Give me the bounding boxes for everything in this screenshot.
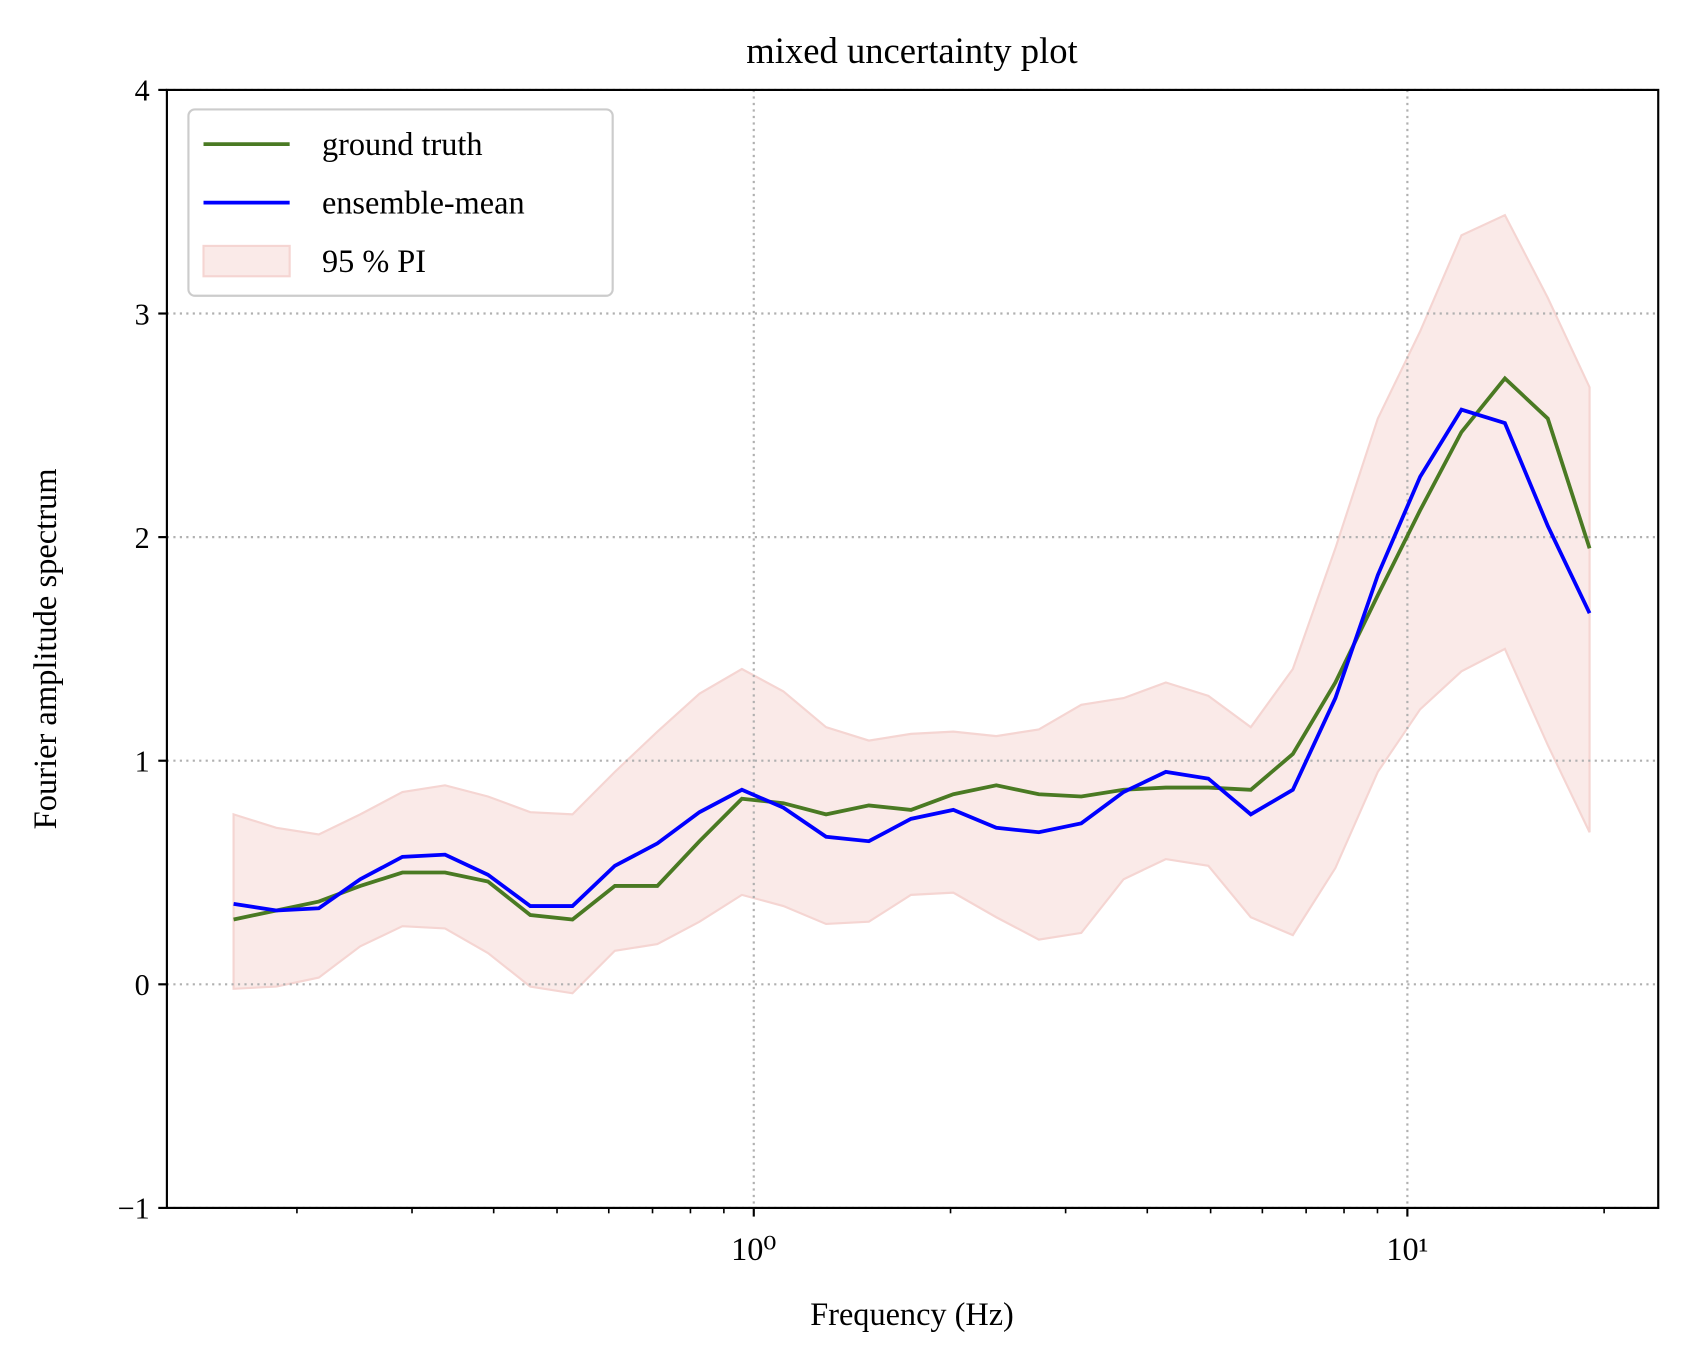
legend-label: 95 % PI — [322, 244, 426, 280]
legend-label: ground truth — [322, 127, 483, 163]
chart-title: mixed uncertainty plot — [746, 30, 1077, 71]
y-tick-label: 0 — [135, 968, 150, 1002]
y-tick-label: 2 — [135, 521, 150, 555]
x-tick-label: 10¹ — [1386, 1232, 1428, 1268]
legend-label: ensemble-mean — [322, 185, 525, 221]
legend: ground truth ensemble-mean 95 % PI — [187, 108, 614, 297]
legend-box — [187, 108, 614, 297]
y-axis-label: Fourier amplitude spectrum — [28, 468, 64, 829]
y-tick-label: 1 — [135, 744, 150, 778]
series-line — [233, 375, 1592, 922]
y-tick-label: 4 — [135, 74, 150, 108]
y-tick-label: −1 — [118, 1192, 150, 1226]
y-tick-label: 3 — [135, 297, 150, 331]
legend-swatch — [202, 244, 291, 278]
plot-frame — [165, 88, 1660, 1209]
series-line — [233, 407, 1592, 913]
x-tick-label: 10⁰ — [731, 1232, 776, 1268]
prediction-band — [232, 213, 1591, 995]
x-axis-label: Frequency (Hz) — [810, 1297, 1014, 1333]
